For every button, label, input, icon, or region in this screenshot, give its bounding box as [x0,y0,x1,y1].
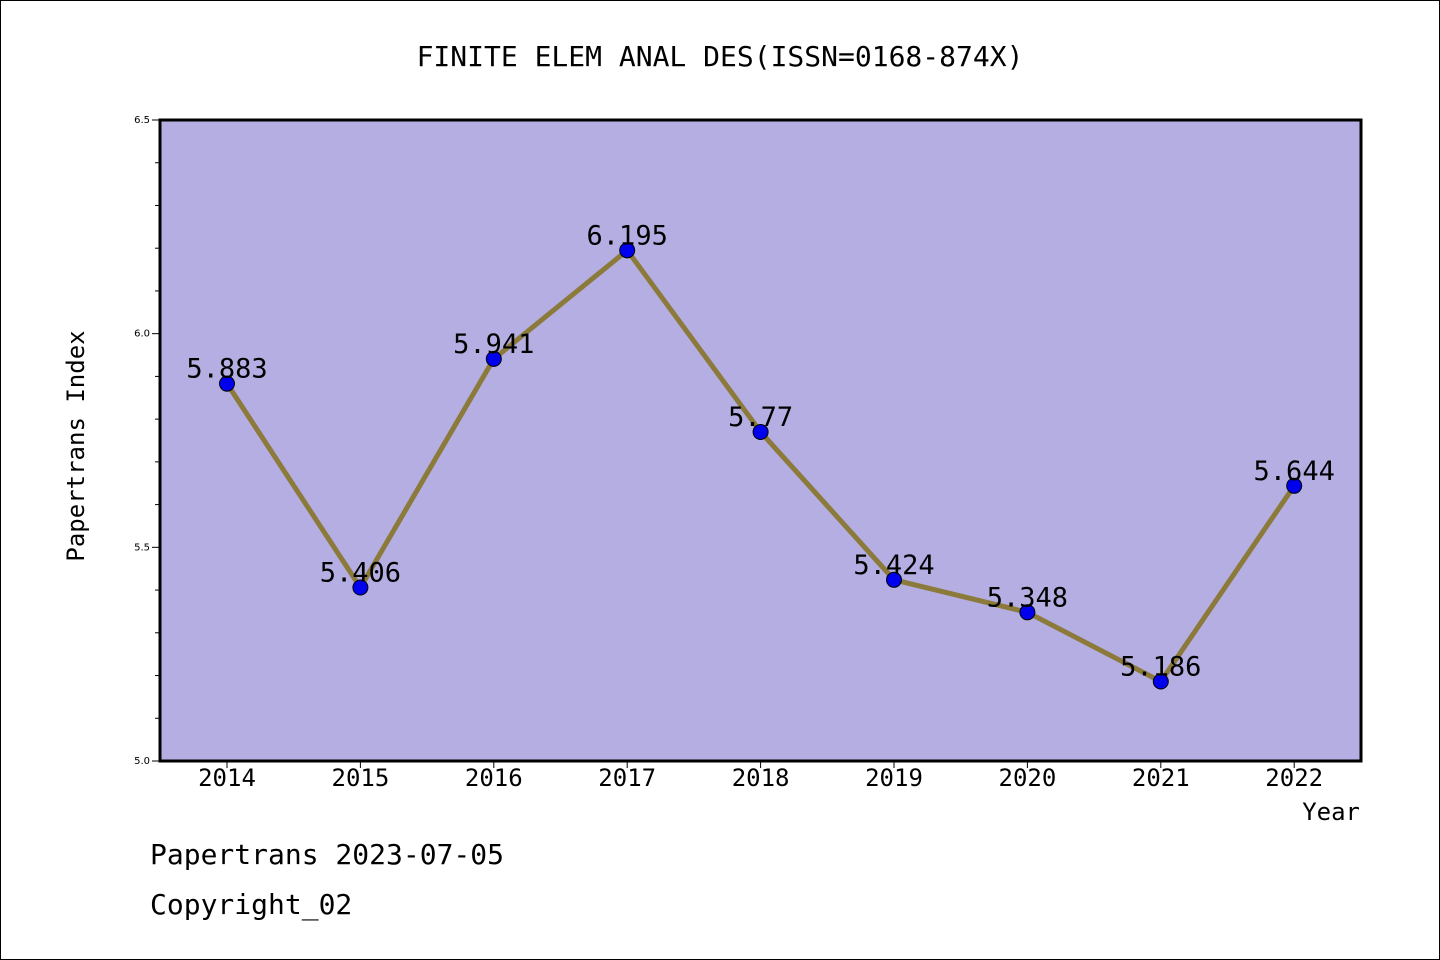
data-label: 5.406 [320,558,401,589]
x-tick-label: 2017 [598,764,656,792]
plot-border [158,118,1363,763]
x-axis-ticks: 2014 2015 2016 2017 2018 2019 2020 2021 2022 [198,761,1323,792]
footer-copyright: Copyright_02 [150,888,352,922]
data-label-group: 5.883 5.406 5.941 6.195 5.77 5.424 5.348 5.186 5… [186,220,1334,682]
data-point [352,579,369,596]
x-axis-label: Year [1302,798,1360,826]
y-tick-label: 6.0 [134,329,150,340]
x-tick-label: 2015 [332,764,390,792]
y-axis-label: Papertrans Index [62,330,90,561]
x-tick-label: 2016 [465,764,523,792]
y-tick-label: 6.5 [134,115,150,126]
x-tick-label: 2020 [999,764,1057,792]
data-label: 5.186 [1120,652,1201,683]
data-point [1019,604,1036,621]
x-tick-label: 2021 [1132,764,1190,792]
x-tick-label: 2018 [732,764,790,792]
chart-title: FINITE ELEM ANAL DES(ISSN=0168-874X) [417,40,1024,73]
data-point [219,375,235,392]
data-point-group [219,242,1303,690]
y-axis-ticks: 5.0 5.5 6.0 6.5 [134,115,160,767]
x-tick-label: 2014 [198,764,256,792]
data-point [485,350,502,367]
plot-area [160,120,1361,761]
data-label: 5.424 [853,550,934,581]
data-label: 5.941 [453,329,534,360]
data-label: 5.883 [186,354,267,385]
data-label: 5.77 [728,402,793,433]
data-label: 5.348 [987,582,1068,613]
data-point [886,571,902,588]
footer-date: Papertrans 2023-07-05 [150,838,504,871]
data-point [1286,477,1303,494]
data-label: 6.195 [587,220,668,251]
data-point [1152,673,1169,690]
y-tick-label: 5.5 [134,542,150,553]
data-point [752,423,769,440]
x-tick-label: 2022 [1265,764,1323,792]
y-tick-label: 5.0 [134,756,150,767]
data-label: 5.644 [1254,456,1335,487]
data-point [619,242,636,259]
x-tick-label: 2019 [865,764,923,792]
